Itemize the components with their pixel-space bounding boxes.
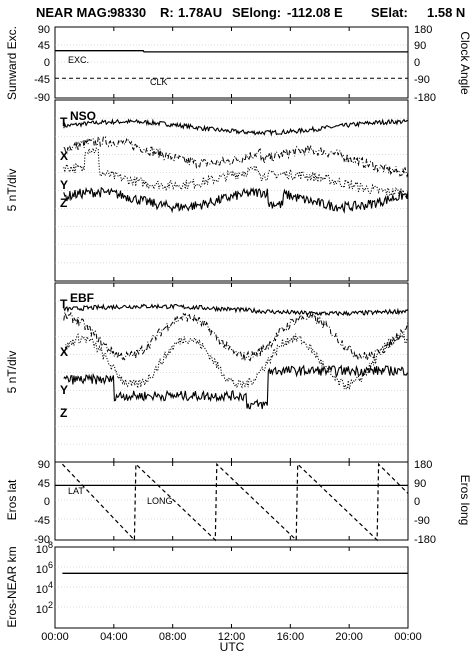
p2-trace-t [63, 118, 409, 137]
p1-ytick-n45: -45 [34, 74, 50, 86]
header-date-code: 98330 [110, 5, 146, 20]
p4-ytick-n45: -45 [34, 515, 50, 527]
p1-ylabel: Sunward Exc. [5, 26, 19, 100]
p1-series-exc [55, 50, 408, 53]
p4-ytick-45: 45 [38, 478, 50, 490]
panel-1-frame [54, 26, 409, 99]
p4-rtick-n180: -180 [414, 534, 436, 546]
p5-ytick-1e2-base: 10 [36, 604, 48, 616]
p4-ytick-n90: -90 [34, 534, 50, 546]
p2-trace-z [63, 186, 409, 214]
header-selat-value: 1.58 N [427, 5, 465, 20]
p3-trace-t [63, 303, 409, 317]
p1-ytick-45: 45 [38, 40, 50, 52]
p1-legend-clk: CLK [150, 77, 168, 87]
p1-rtick-n90: -90 [414, 74, 430, 86]
p4-rtick-n90: -90 [414, 515, 430, 527]
p5-ytick-1e6-exp: 6 [48, 560, 53, 570]
p1-ytick-n90: -90 [34, 92, 50, 104]
p5-ytick-1e4-exp: 4 [48, 580, 53, 590]
p2-ylabel: 5 nT/div [5, 169, 19, 212]
p2-label-nso: NSO [70, 109, 96, 123]
p3-series-t: T [60, 297, 68, 311]
p1-rtick-n180: -180 [414, 92, 436, 104]
x-tick-label: 00:00 [394, 631, 422, 643]
p3-label-ebf: EBF [70, 291, 94, 305]
x-tick-label: 08:00 [159, 631, 187, 643]
p4-ylabel-right: Eros long [458, 475, 472, 526]
x-tick-label: 20:00 [335, 631, 363, 643]
p1-legend-exc: EXC. [68, 55, 89, 65]
header-spacecraft: NEAR MAG: [36, 5, 111, 20]
p3-trace-y [63, 332, 409, 390]
p4-ylabel: Eros lat [5, 479, 19, 520]
p4-series-long [61, 462, 409, 542]
p1-rtick-90: 90 [414, 40, 426, 52]
p4-rtick-180: 180 [414, 459, 432, 471]
p3-series-z: Z [60, 406, 67, 420]
x-tick-label: 12:00 [218, 631, 246, 643]
p5-ytick-1e2-exp: 2 [48, 600, 53, 610]
p1-ylabel-right: Clock Angle [458, 31, 472, 95]
header-selong-label: SElong: [232, 5, 281, 20]
header-selat-label: SElat: [371, 5, 408, 20]
x-tick-label: 00:00 [41, 631, 69, 643]
p2-trace-x [63, 136, 409, 178]
p2-series-t: T [60, 115, 68, 129]
p3-trace-z [63, 364, 409, 410]
p5-ytick-1e8-base: 10 [36, 544, 48, 556]
p3-trace-x [63, 311, 409, 362]
p5-ylabel: Eros-NEAR km [5, 546, 19, 627]
p4-ytick-0: 0 [44, 496, 50, 508]
panel-5-frame [54, 546, 409, 629]
p2-trace-y [63, 146, 409, 199]
p4-rtick-90: 90 [414, 478, 426, 490]
header-selong-value: -112.08 E [287, 5, 343, 20]
p4-ytick-90: 90 [38, 459, 50, 471]
header-r-value: 1.78AU [178, 5, 222, 20]
x-tick-label: 16:00 [277, 631, 305, 643]
x-tick-label: 04:00 [100, 631, 128, 643]
p3-series-y: Y [60, 383, 68, 397]
p4-legend-long: LONG [147, 496, 173, 506]
p1-ytick-0: 0 [44, 57, 50, 69]
panel-4-frame [54, 461, 409, 541]
p2-series-z: Z [60, 196, 67, 210]
p4-legend-lat: LAT [68, 486, 84, 496]
p2-series-x: X [60, 149, 68, 163]
p5-ytick-1e4-base: 10 [36, 584, 48, 596]
p4-rtick-0: 0 [414, 496, 420, 508]
p1-rtick-0: 0 [414, 57, 420, 69]
p3-ylabel: 5 nT/div [5, 351, 19, 394]
p1-ytick-90: 90 [38, 24, 50, 36]
p2-series-y: Y [60, 178, 68, 192]
p1-rtick-180: 180 [414, 24, 432, 36]
p3-series-x: X [60, 345, 68, 359]
p5-ytick-1e8-exp: 8 [48, 540, 53, 550]
p5-ytick-1e6-base: 10 [36, 564, 48, 576]
x-axis-label: UTC [220, 640, 245, 654]
header-r-label: R: [160, 5, 174, 20]
